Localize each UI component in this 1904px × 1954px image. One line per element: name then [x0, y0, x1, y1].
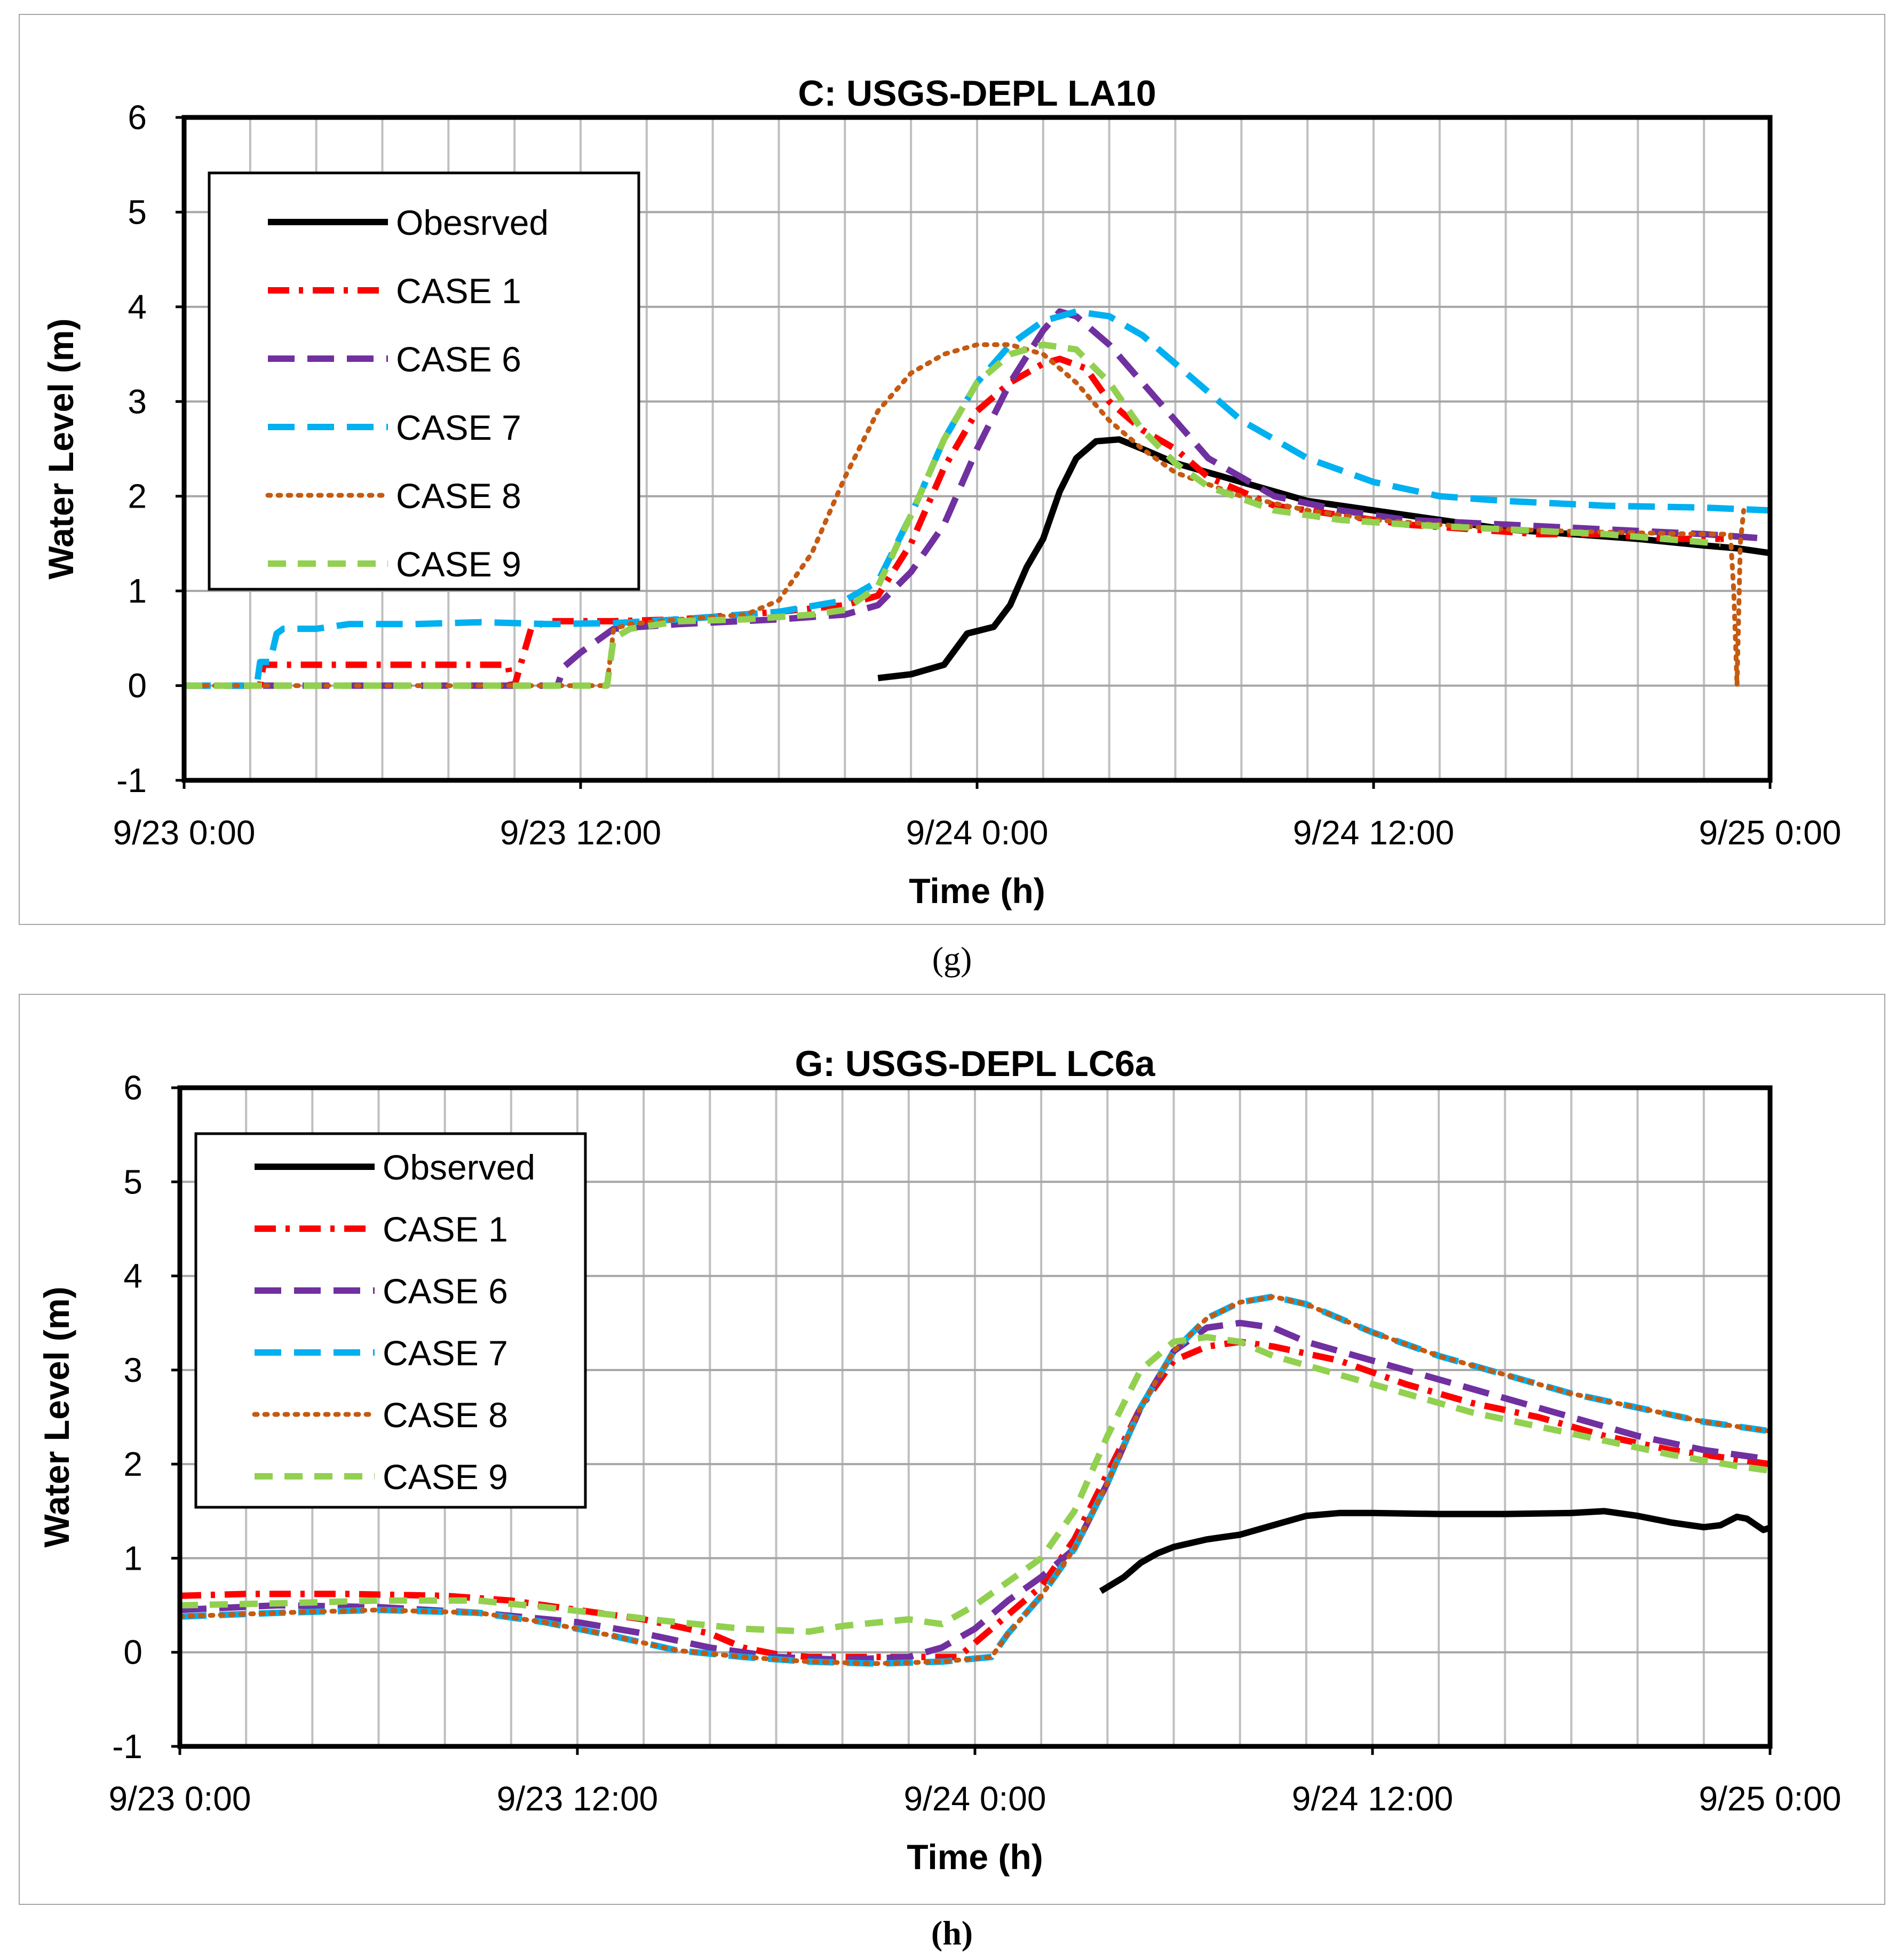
chart-g: -1 0 1 2 3 4 5 6 9/23 0:00 9/23 12:00 9/24 0:00 9/2… [41, 73, 1842, 911]
caption-g: (g) [932, 940, 972, 978]
legend-label: Obesrved [396, 203, 549, 242]
y-tick-label: 4 [128, 288, 147, 326]
legend-label: Observed [383, 1148, 535, 1187]
legend: Observed CASE 1 CASE 6 CASE 7 CASE 8 CASE 9 [194, 1132, 587, 1509]
caption-h: (h) [931, 1914, 973, 1952]
y-tick-label: 3 [123, 1351, 142, 1389]
legend-label: CASE 1 [383, 1209, 508, 1249]
y-tick-label: 5 [128, 193, 147, 231]
series-line-obesrved [877, 436, 1770, 682]
x-tick-label: 9/23 12:00 [500, 813, 662, 852]
series-group [184, 308, 1770, 689]
y-tick-label: 2 [123, 1445, 142, 1483]
legend-label: CASE 6 [396, 339, 521, 379]
chart-panel-h: -1 0 1 2 3 4 5 6 9/23 0:00 9/23 12:00 9/24 0:00 9/2… [19, 994, 1885, 1905]
legend-label: CASE 8 [396, 476, 521, 516]
x-tick-label: 9/24 0:00 [906, 813, 1049, 852]
series-line-case-8 [180, 1294, 1770, 1666]
x-tick-label: 9/25 0:00 [1699, 813, 1842, 852]
y-tick-label: 3 [128, 382, 147, 421]
series-line-case-8 [184, 342, 1746, 689]
legend-label: CASE 7 [383, 1333, 508, 1373]
series-group [180, 1293, 1770, 1667]
chart-title: G: USGS-DEPL LC6a [795, 1043, 1155, 1084]
x-axis-label: Time (h) [907, 1837, 1043, 1877]
x-tick-label: 9/24 12:00 [1292, 1779, 1454, 1818]
legend-label: CASE 6 [383, 1271, 508, 1311]
legend-box [194, 1132, 587, 1509]
x-tick-label: 9/25 0:00 [1699, 1779, 1842, 1818]
series-line-case-7 [184, 308, 1770, 689]
y-axis-label: Water Level (m) [41, 318, 81, 579]
chart-title: C: USGS-DEPL LA10 [798, 73, 1156, 114]
legend: Obesrved CASE 1 CASE 6 CASE 7 CASE 8 CASE 9 [208, 171, 640, 591]
series-line-observed [1099, 1508, 1770, 1594]
chart-panel-g: -1 0 1 2 3 4 5 6 9/23 0:00 9/23 12:00 9/24 0:00 9/2… [19, 14, 1885, 925]
legend-label: CASE 9 [383, 1457, 508, 1497]
x-tick-label: 9/23 0:00 [113, 813, 256, 852]
y-tick-label: 6 [123, 1069, 142, 1107]
x-tick-label: 9/24 12:00 [1293, 813, 1455, 852]
y-tick-label: 2 [128, 477, 147, 516]
series-line-case-9 [184, 341, 1721, 689]
plot-area-border [181, 115, 1773, 783]
y-tick-label: 0 [128, 667, 147, 705]
y-axis-label: Water Level (m) [37, 1286, 76, 1547]
legend-box [208, 171, 640, 591]
y-tick-label: -1 [116, 761, 147, 800]
y-tick-label: 4 [123, 1257, 142, 1295]
x-axis-label: Time (h) [909, 871, 1045, 911]
y-tick-label: 6 [128, 98, 147, 137]
series-line-case-1 [184, 355, 1724, 689]
plot-area-border [177, 1085, 1773, 1749]
x-tick-label: 9/24 0:00 [904, 1779, 1046, 1818]
legend-label: CASE 1 [396, 271, 521, 311]
y-tick-label: 1 [123, 1539, 142, 1577]
y-tick-label: 5 [123, 1162, 142, 1201]
y-tick-label: 1 [128, 572, 147, 610]
x-tick-label: 9/23 0:00 [109, 1779, 251, 1818]
chart-h: -1 0 1 2 3 4 5 6 9/23 0:00 9/23 12:00 9/24 0:00 9/2… [37, 1043, 1842, 1877]
x-tick-label: 9/23 12:00 [497, 1779, 659, 1818]
y-tick-label: 0 [123, 1633, 142, 1672]
legend-label: CASE 9 [396, 544, 521, 584]
legend-label: CASE 8 [383, 1395, 508, 1435]
y-tick-label: -1 [112, 1727, 142, 1766]
legend-label: CASE 7 [396, 408, 521, 447]
